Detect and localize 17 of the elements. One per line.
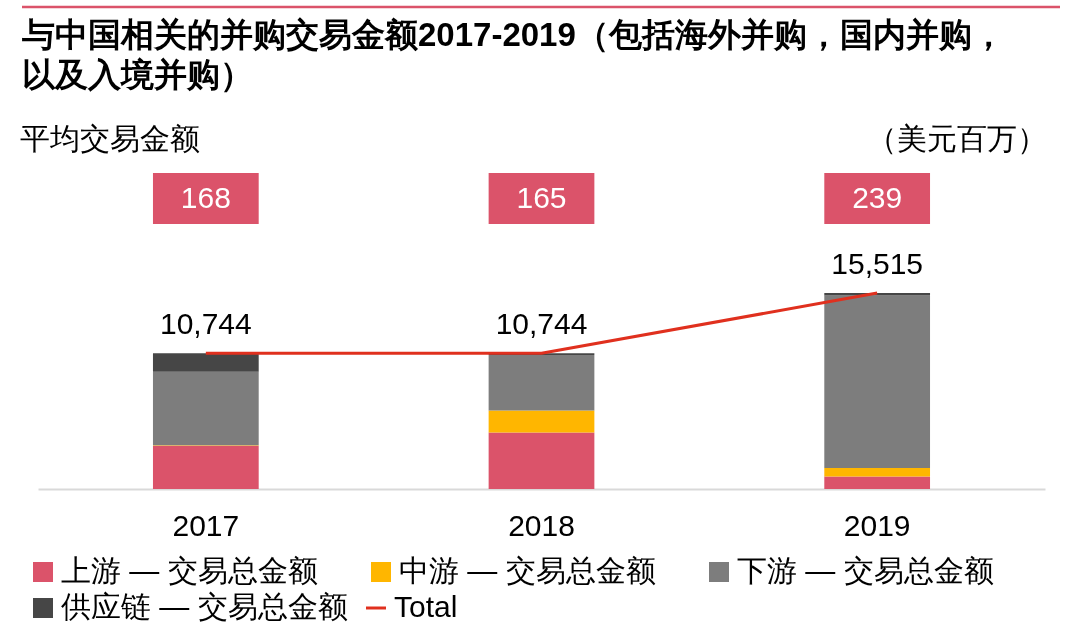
legend-label: Total (394, 590, 458, 623)
chart-title: 与中国相关的并购交易金额2017-2019（包括海外并购，国内并购，以及入境并购） (21, 16, 1005, 93)
legend-label: 下游 — 交易总金额 (737, 554, 994, 587)
data-label: 10,744 (159, 307, 252, 341)
annotation: 165 (516, 180, 567, 214)
annotation: （美元百万） (867, 122, 1047, 155)
legend-label: 上游 — 交易总金额 (61, 554, 318, 587)
x-tick-label: 2017 (172, 508, 240, 542)
legend-label: 供应链 — 交易总金额 (61, 590, 348, 623)
annotation: 168 (180, 180, 231, 214)
x-tick-label: 2019 (843, 508, 911, 542)
x-tick-label: 2018 (508, 508, 575, 542)
annotation: 平均交易金额 (20, 122, 200, 155)
data-label: 15,515 (831, 247, 924, 281)
annotation: 239 (852, 180, 903, 214)
data-label: 10,744 (495, 307, 588, 341)
legend-label: 中游 — 交易总金额 (399, 554, 656, 587)
